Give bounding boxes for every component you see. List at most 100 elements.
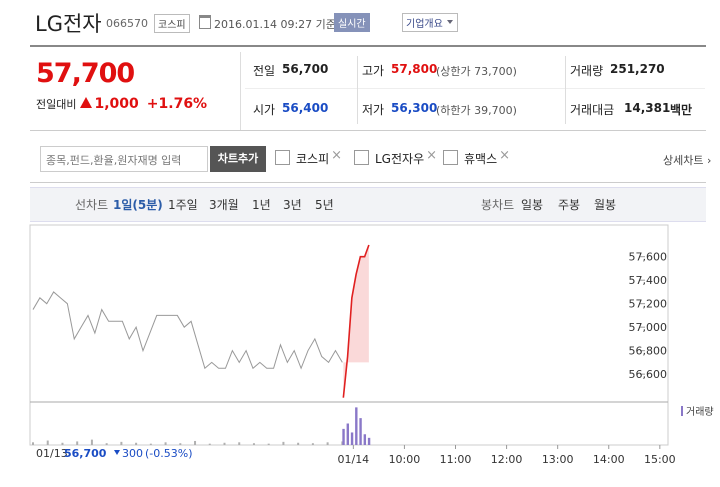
volume-bar [238,442,241,445]
change-label: 전일대비 [36,98,77,111]
tab[interactable]: 3년 [283,198,302,212]
down-icon [114,450,120,455]
y-tick-label: 57,200 [629,298,668,311]
quote-label: 거래대금 [570,103,615,117]
remove-icon[interactable]: × [426,148,438,163]
calendar-icon [199,15,211,29]
change-row: 전일대비 1,000 +1.76% [36,96,207,112]
change-area [343,244,369,398]
datetime: 2016.01.14 09:27 기준(장중) [214,18,365,31]
x-tick-label: 14:00 [593,453,625,466]
remove-icon[interactable]: × [499,148,511,163]
tab[interactable]: 주봉 [558,198,581,212]
y-tick-label: 56,800 [629,345,668,358]
x-tick-label: 12:00 [491,453,523,466]
volume-bar [311,443,314,445]
compare-label: LG전자우 [375,152,425,166]
volume-bar [252,443,255,445]
search-placeholder: 종목,펀드,환율,원자재명 입력 [46,154,182,167]
x-tick-label: 10:00 [389,453,421,466]
add-chart-button[interactable]: 차트추가 [210,146,266,172]
prev-date: 01/13 [36,447,68,460]
y-tick-label: 57,600 [629,251,668,264]
compare-label: 휴맥스 [464,152,498,166]
quote-note: (하한가 39,700) [436,104,517,117]
volume-bar [342,428,345,445]
volume-bar [367,437,371,445]
y-tick-label: 57,400 [629,274,668,287]
market-badge: 코스피 [154,14,190,33]
change-value: 1,000 [94,96,139,112]
divider [357,56,358,124]
company-info-label: 기업개요 [406,19,443,30]
volume-bar [363,434,367,445]
divider [30,182,706,183]
quote-label: 전일 [253,64,276,78]
tab[interactable]: 1년 [252,198,271,212]
search-input[interactable]: 종목,펀드,환율,원자재명 입력 [40,146,208,172]
compare-label: 코스피 [296,152,330,166]
legend-swatch [681,406,683,416]
price-line [342,244,370,398]
divider [240,52,241,130]
current-price: 57,700 [36,58,135,89]
quote-value: 56,400 [282,101,329,115]
checkbox[interactable] [443,150,458,165]
quote-value: 56,300 [391,101,438,115]
tab[interactable]: 5년 [315,198,334,212]
y-tick-label: 57,000 [629,321,668,334]
quote-label: 저가 [362,103,385,117]
tab[interactable]: 3개월 [209,198,239,212]
x-tick-label: 11:00 [440,453,472,466]
volume-bar [76,441,79,445]
detail-chart-link[interactable]: 상세차트 › [663,154,712,167]
company-info-dropdown[interactable]: 기업개요 [402,13,458,32]
prev-close: 56,700 [64,447,107,460]
plot-frame [29,224,669,446]
volume-bar [61,442,64,445]
quote-value: 14,381 [624,101,671,115]
volume-bar [120,441,123,445]
remove-icon[interactable]: × [331,148,343,163]
volume-bar [208,443,211,445]
volume-bar [282,441,285,445]
y-tick-label: 56,600 [629,368,668,381]
up-icon [80,97,93,108]
quote-label: 거래량 [570,64,604,78]
volume-bar [105,443,108,445]
volume-bar [346,423,349,445]
volume-bar [350,432,354,445]
legend-label: 거래량 [686,406,714,418]
volume-bar [90,439,93,445]
stock-code: 066570 [106,17,148,30]
divider [30,130,706,131]
tab-group-label: 봉차트 [481,198,515,212]
tab[interactable]: 1일(5분) [113,198,163,212]
quote-label: 시가 [253,103,276,117]
tab[interactable]: 1주일 [168,198,198,212]
tab-bar [30,187,706,222]
volume-bar [267,443,270,445]
volume-bar [135,442,138,445]
stock-name: LG전자 [35,12,102,36]
volume-bar [297,442,300,445]
divider [245,88,705,89]
tab[interactable]: 월봉 [594,198,617,212]
volume-bar [149,443,152,445]
volume-bar [359,418,362,445]
prev-change-pct: (-0.53%) [145,447,193,460]
change-percent: +1.76% [146,96,208,112]
x-tick-label: 13:00 [542,453,574,466]
header-divider [30,45,706,47]
quote-label: 고가 [362,64,385,78]
x-tick-label: 01/14 [337,453,369,466]
checkbox[interactable] [354,150,369,165]
checkbox[interactable] [275,150,290,165]
tab[interactable]: 일봉 [521,198,544,212]
volume-bar [355,407,358,445]
prev-change: 300 [122,447,143,460]
realtime-button[interactable]: 실시간 [334,13,370,32]
divider [565,56,566,124]
volume-bar [32,442,34,445]
volume-bar [223,442,226,445]
